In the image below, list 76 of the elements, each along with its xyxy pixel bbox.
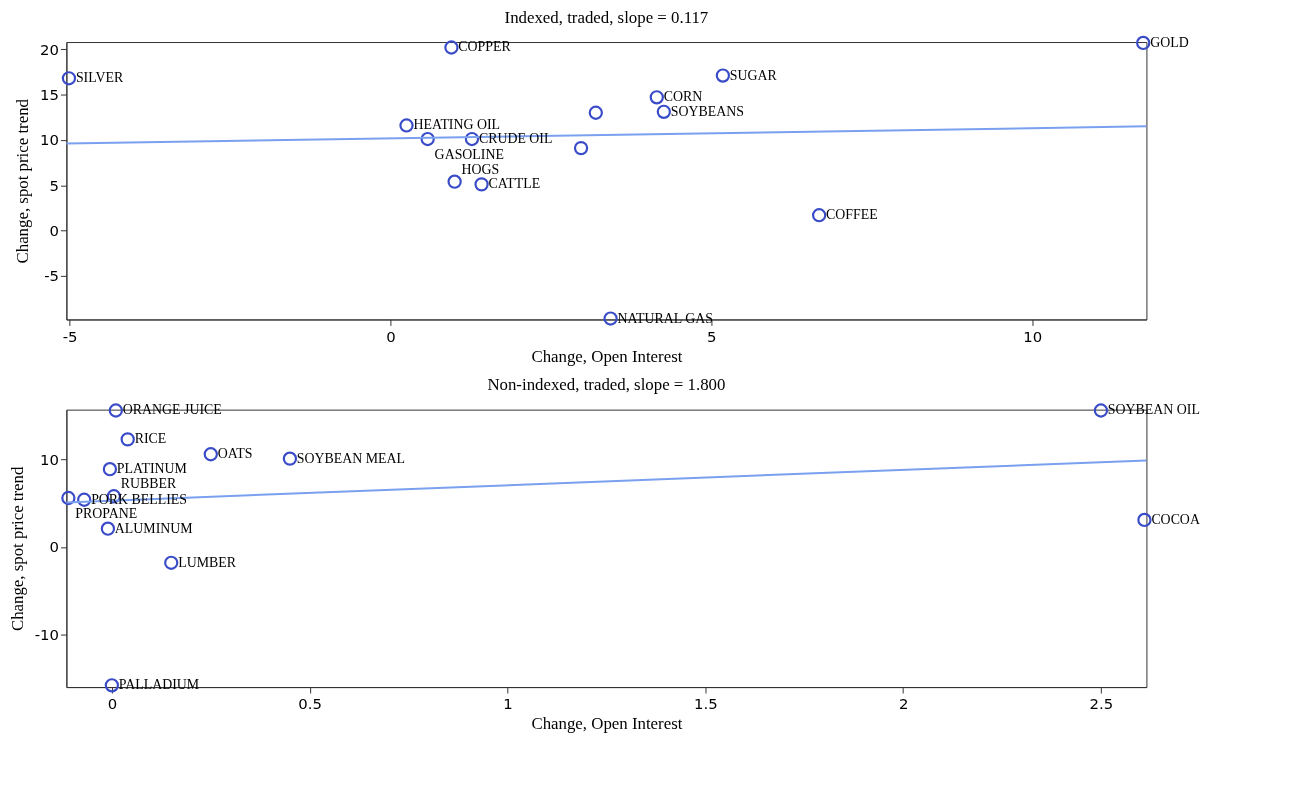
- point: [573, 140, 589, 156]
- annotation: CATTLE: [488, 176, 541, 192]
- y-tick-label: 0: [49, 538, 59, 557]
- point: [120, 432, 135, 447]
- chart-title: Non-indexed, traded, slope = 1.800: [487, 375, 726, 395]
- y-tick-label: 15: [40, 86, 59, 105]
- x-axis-title: Change, Open Interest: [531, 714, 683, 734]
- point: [420, 131, 435, 147]
- y-tick-label: -10: [34, 626, 59, 645]
- point: [282, 451, 298, 466]
- annotation: GASOLINE: [434, 146, 504, 162]
- point: [77, 492, 92, 507]
- point: [203, 447, 218, 462]
- point: [588, 105, 603, 120]
- point: [104, 678, 120, 693]
- annotation: ALUMINUM: [114, 520, 193, 536]
- annotation: CRUDE OIL: [478, 131, 553, 146]
- point: [108, 403, 123, 418]
- y-axis-title: Change, spot price trend: [13, 98, 33, 264]
- annotation: COCOA: [1151, 511, 1200, 527]
- annotation: LUMBER: [178, 554, 237, 570]
- x-tick-label: 0: [386, 327, 396, 346]
- annotation: SOYBEAN MEAL: [296, 450, 406, 466]
- x-tick-label: 2: [898, 695, 909, 714]
- annotation: GOLD: [1150, 34, 1189, 50]
- x-tick-label: -5: [62, 327, 78, 346]
- point: [1093, 403, 1109, 418]
- y-tick-label: 10: [40, 131, 59, 150]
- annotation: SILVER: [75, 70, 124, 86]
- point: [61, 490, 76, 506]
- annotation: RICE: [134, 431, 167, 447]
- y-tick-label: 0: [49, 222, 59, 241]
- annotation: PROPANE: [75, 505, 138, 521]
- annotation: RUBBER: [120, 476, 177, 492]
- annotation: SOYBEAN OIL: [1107, 402, 1200, 418]
- point: [656, 104, 671, 119]
- point: [1137, 512, 1152, 528]
- x-tick-label: 0.5: [298, 695, 323, 714]
- x-axis-title: Change, Open Interest: [531, 346, 683, 366]
- point: [102, 462, 118, 477]
- x-tick-label: 1: [503, 695, 513, 714]
- point: [444, 40, 459, 55]
- point: [164, 555, 179, 570]
- annotation: COPPER: [458, 39, 512, 55]
- annotation: COFFEE: [826, 207, 878, 223]
- point: [649, 90, 664, 105]
- x-tick-label: 10: [1023, 327, 1043, 346]
- x-tick-label: 0: [107, 695, 118, 714]
- annotation: HOGS: [461, 161, 500, 177]
- point: [399, 118, 414, 133]
- y-tick-label: -5: [44, 267, 59, 286]
- annotation: HEATING OIL: [413, 117, 501, 133]
- y-tick-label: 5: [49, 176, 59, 195]
- point: [1136, 35, 1151, 51]
- y-tick-label: 20: [40, 40, 59, 59]
- annotation: CORN: [663, 89, 703, 105]
- x-tick-label: 1.5: [693, 695, 718, 714]
- x-tick-label: 5: [707, 327, 717, 346]
- chart-title: Indexed, traded, slope = 0.117: [504, 7, 709, 27]
- point: [100, 521, 116, 536]
- annotation: PORK BELLIES: [91, 491, 187, 507]
- y-axis-title: Change, spot price trend: [7, 466, 27, 632]
- y-tick-label: 10: [40, 450, 59, 469]
- point: [61, 71, 77, 86]
- point: [474, 177, 489, 192]
- point: [603, 311, 618, 326]
- x-tick-label: 2.5: [1089, 695, 1114, 714]
- annotation: OATS: [217, 446, 253, 462]
- point: [447, 174, 462, 189]
- point: [811, 208, 827, 223]
- annotation: ORANGE JUICE: [122, 402, 222, 418]
- annotation: PLATINUM: [116, 461, 187, 477]
- point: [715, 68, 731, 83]
- annotation: SUGAR: [729, 67, 778, 83]
- annotation: SOYBEANS: [670, 103, 744, 119]
- point: [464, 131, 480, 147]
